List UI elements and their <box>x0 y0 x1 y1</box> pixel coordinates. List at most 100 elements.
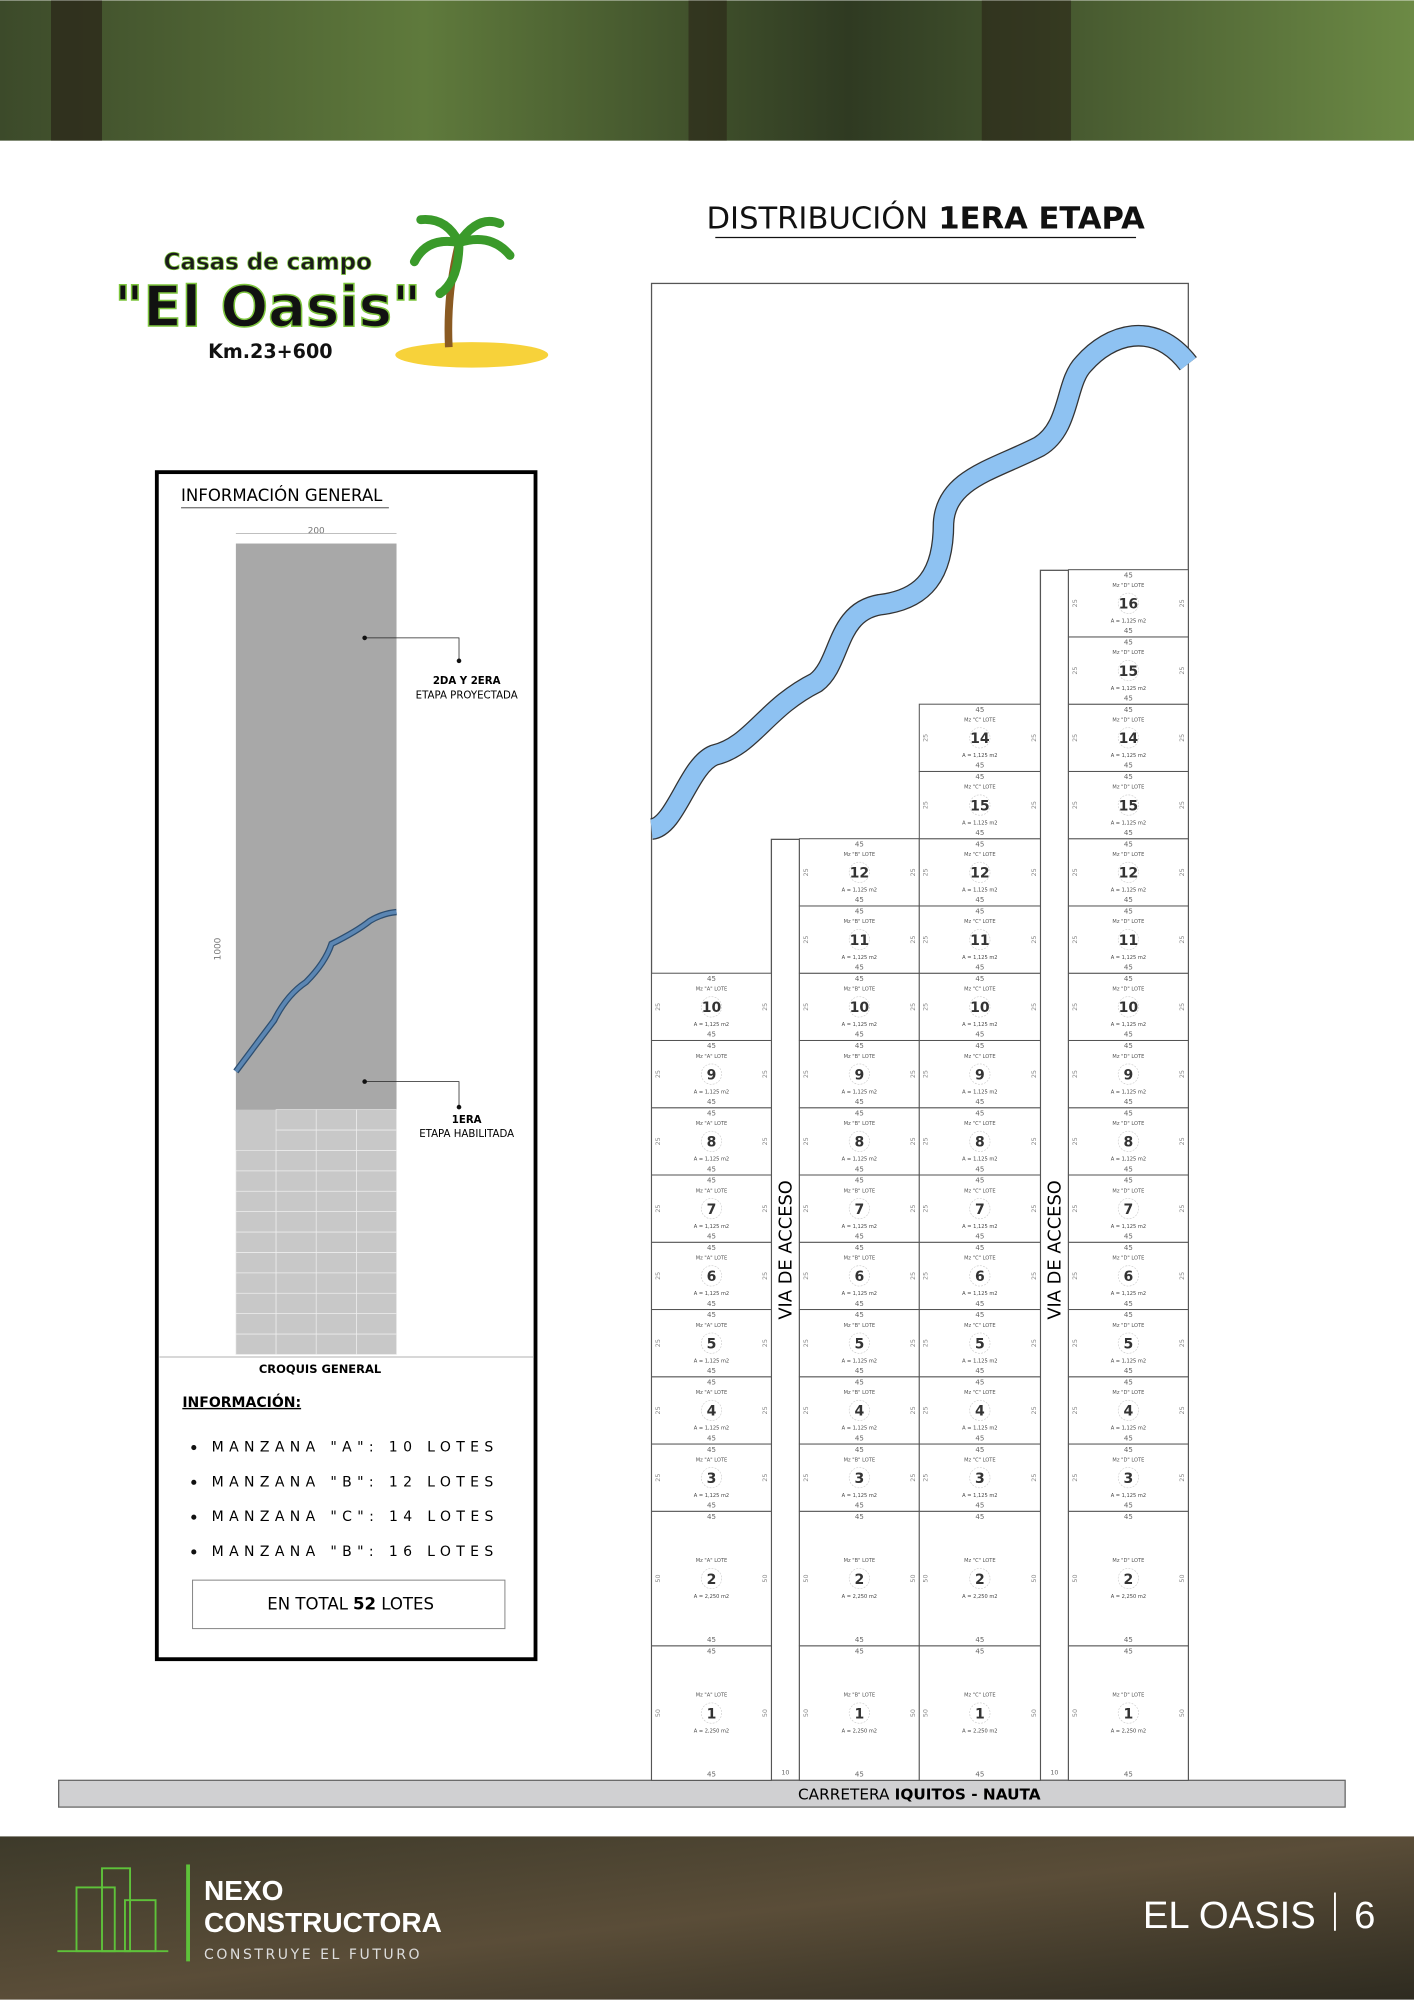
lot-front: 45 <box>1124 1232 1133 1241</box>
lot-outline <box>1067 1174 1189 1243</box>
lot-area: A = 1,125 m2 <box>842 1358 877 1364</box>
lot: 45 45 25 25 Mz "B" LOTE 5 A = 1,125 m2 <box>798 1309 920 1378</box>
lot-block-label: Mz "C" LOTE <box>964 717 996 723</box>
lot-side: 25 <box>1071 1003 1079 1011</box>
lot-outline <box>1067 972 1189 1041</box>
lot: 45 45 25 25 Mz "B" LOTE 7 A = 1,125 m2 <box>798 1174 920 1243</box>
lot-front: 45 <box>1124 1164 1133 1173</box>
lot-outline <box>918 1376 1041 1445</box>
logo-km: Km.23+600 <box>208 340 332 363</box>
lot-front: 45 <box>1124 839 1133 848</box>
lot-front: 45 <box>1124 1512 1133 1521</box>
lot-outline <box>1067 770 1189 840</box>
lot-area: A = 1,125 m2 <box>694 1022 729 1028</box>
lot-number-ring <box>1117 727 1139 749</box>
lot-front: 45 <box>855 1378 864 1387</box>
lot-front: 45 <box>707 1770 716 1779</box>
lot-side: 25 <box>761 1339 769 1347</box>
lot-front: 45 <box>855 1635 864 1644</box>
lot-number-ring <box>1117 1265 1139 1287</box>
lot-front: 45 <box>855 1770 864 1779</box>
lot-side: 25 <box>1178 1406 1186 1414</box>
projected-label: ETAPA PROYECTADA <box>416 690 518 701</box>
lot-number: 4 <box>975 1404 985 1420</box>
lot-block-label: Mz "A" LOTE <box>696 1457 727 1463</box>
brand: NEXO <box>204 1875 284 1906</box>
lot: 45 45 50 50 Mz "C" LOTE 1 A = 2,250 m2 <box>918 1645 1041 1781</box>
lot: 45 45 50 50 Mz "A" LOTE 1 A = 2,250 m2 <box>651 1645 772 1781</box>
river <box>648 326 1196 839</box>
lot-number: 4 <box>1124 1404 1134 1420</box>
lot-area: A = 1,125 m2 <box>962 888 997 894</box>
lot-front: 45 <box>855 974 864 983</box>
lot-area: A = 1,125 m2 <box>1111 888 1146 894</box>
lot-front: 45 <box>1124 1030 1133 1039</box>
lot-front: 45 <box>1124 1041 1133 1050</box>
lot-side: 25 <box>802 1272 810 1280</box>
lot-front: 45 <box>975 1041 984 1050</box>
lot-number-ring <box>700 996 722 1018</box>
lot-front: 45 <box>707 1164 716 1173</box>
lot-side: 25 <box>1178 936 1186 944</box>
lot-number: 3 <box>1124 1471 1134 1487</box>
lot: 45 45 25 25 Mz "B" LOTE 11 A = 1,125 m2 <box>798 905 920 974</box>
lot-side: 25 <box>761 1272 769 1280</box>
lot-number-ring <box>969 929 991 951</box>
lot-number-ring <box>969 1063 991 1085</box>
lot-side: 50 <box>909 1709 917 1717</box>
lot-area: A = 1,125 m2 <box>962 1358 997 1364</box>
lot: 45 45 25 25 Mz "D" LOTE 8 A = 1,125 m2 <box>1067 1107 1189 1176</box>
lot-side: 50 <box>1178 1709 1186 1717</box>
lot-outline <box>651 972 772 1041</box>
lot-number: 7 <box>1124 1202 1134 1218</box>
lot-number: 2 <box>854 1572 864 1588</box>
lot-block-label: Mz "A" LOTE <box>696 1188 727 1194</box>
lot-number: 11 <box>850 933 870 949</box>
lot-side: 25 <box>802 868 810 876</box>
lot: 45 45 25 25 Mz "B" LOTE 9 A = 1,125 m2 <box>798 1039 920 1109</box>
lot-front: 45 <box>975 1108 984 1117</box>
lot: 45 45 25 25 Mz "B" LOTE 4 A = 1,125 m2 <box>798 1376 920 1445</box>
lot-number-ring <box>700 1198 722 1220</box>
lot-number: 11 <box>970 933 990 949</box>
lot-block-label: Mz "D" LOTE <box>1112 1693 1144 1699</box>
lot-block-label: Mz "B" LOTE <box>844 919 875 925</box>
slogan: CONSTRUYE EL FUTURO <box>204 1947 422 1963</box>
lot-block-label: Mz "C" LOTE <box>964 785 996 791</box>
lot-number-ring <box>969 1568 991 1590</box>
lot-outline <box>651 1645 772 1781</box>
lot-number: 7 <box>854 1202 864 1218</box>
lot: 45 45 25 25 Mz "D" LOTE 9 A = 1,125 m2 <box>1067 1039 1189 1109</box>
lot-number-ring <box>969 1702 991 1724</box>
lot-front: 45 <box>707 1445 716 1454</box>
lot-area: A = 1,125 m2 <box>962 1426 997 1432</box>
lot-number: 15 <box>1119 664 1139 680</box>
lot: 45 45 25 25 Mz "C" LOTE 12 A = 1,125 m2 <box>918 838 1041 907</box>
lot-side: 25 <box>1030 734 1038 742</box>
lot-number-ring <box>969 1332 991 1354</box>
lot-side: 25 <box>1030 936 1038 944</box>
lot: 45 45 50 50 Mz "A" LOTE 2 A = 2,250 m2 <box>651 1510 772 1647</box>
lot-area: A = 1,125 m2 <box>842 1089 877 1095</box>
lot-block-label: Mz "C" LOTE <box>964 1188 996 1194</box>
lot-block-label: Mz "A" LOTE <box>696 1390 727 1396</box>
lot-number-ring <box>700 1467 722 1489</box>
lot-side: 25 <box>1178 599 1186 607</box>
lot: 45 45 25 25 Mz "C" LOTE 3 A = 1,125 m2 <box>918 1443 1041 1512</box>
lot-side: 50 <box>802 1709 810 1717</box>
plan: VIA DE ACCESO VIA DE ACCESO 10 10 CARRET… <box>58 282 1346 1808</box>
lot-side: 25 <box>1071 801 1079 809</box>
lot-front: 45 <box>975 1176 984 1185</box>
lot-number: 14 <box>970 731 990 747</box>
lot-number-ring <box>848 1265 870 1287</box>
lot-number: 6 <box>1124 1269 1134 1285</box>
lot-front: 45 <box>975 1512 984 1521</box>
lot-number-ring <box>969 727 991 749</box>
lot-front: 45 <box>855 1310 864 1319</box>
lot-number-ring <box>700 1265 722 1287</box>
lot-side: 25 <box>1030 868 1038 876</box>
lot-side: 50 <box>761 1709 769 1717</box>
lot-area: A = 1,125 m2 <box>694 1358 729 1364</box>
lot-front: 45 <box>855 962 864 971</box>
road-label: VIA DE ACCESO <box>1045 1180 1066 1319</box>
